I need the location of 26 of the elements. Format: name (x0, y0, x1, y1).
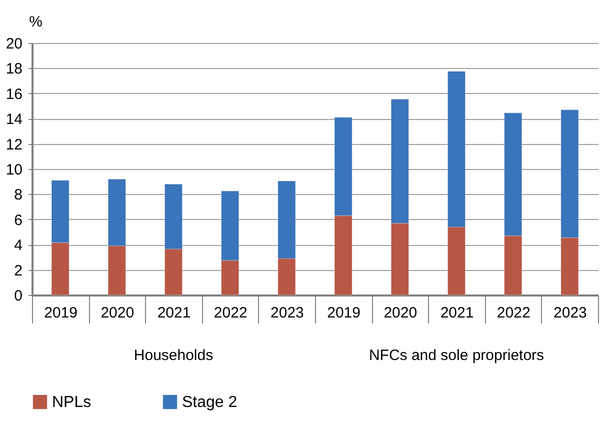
text: NFCs and sole proprietors (368, 347, 544, 364)
y-tick-label: 2 (14, 262, 22, 280)
y-tick-label: 0 (14, 288, 22, 304)
y-tick-label: 4 (14, 237, 22, 254)
x-tick-label: 2023 (554, 304, 587, 322)
y-tick-label: 12 (6, 136, 22, 154)
x-tick-label: 2020 (100, 304, 134, 322)
x-tick-label: 2022 (214, 304, 248, 322)
y-tick-label: 16 (6, 86, 22, 103)
x-tick-label: 2022 (496, 304, 530, 322)
legend-label: NPLs (52, 394, 92, 411)
y-tick-label: 10 (6, 162, 22, 178)
x-tick-label: 2020 (384, 304, 418, 322)
x-tick-label: 2021 (157, 304, 191, 322)
y-tick-label: 20 (6, 36, 22, 52)
x-tick-label: 2019 (327, 304, 360, 322)
y-tick-label: 6 (14, 212, 22, 229)
y-tick-label: 18 (6, 60, 22, 78)
x-tick-label: 2019 (44, 304, 78, 322)
x-tick-label: 2023 (270, 304, 304, 322)
y-tick-label: 14 (6, 111, 22, 128)
legend-label: Stage 2 (182, 394, 238, 411)
y-tick-label: 8 (14, 186, 22, 204)
x-tick-label: 2021 (440, 304, 474, 322)
y-axis-title: % (29, 14, 42, 30)
text: Households (134, 347, 214, 364)
